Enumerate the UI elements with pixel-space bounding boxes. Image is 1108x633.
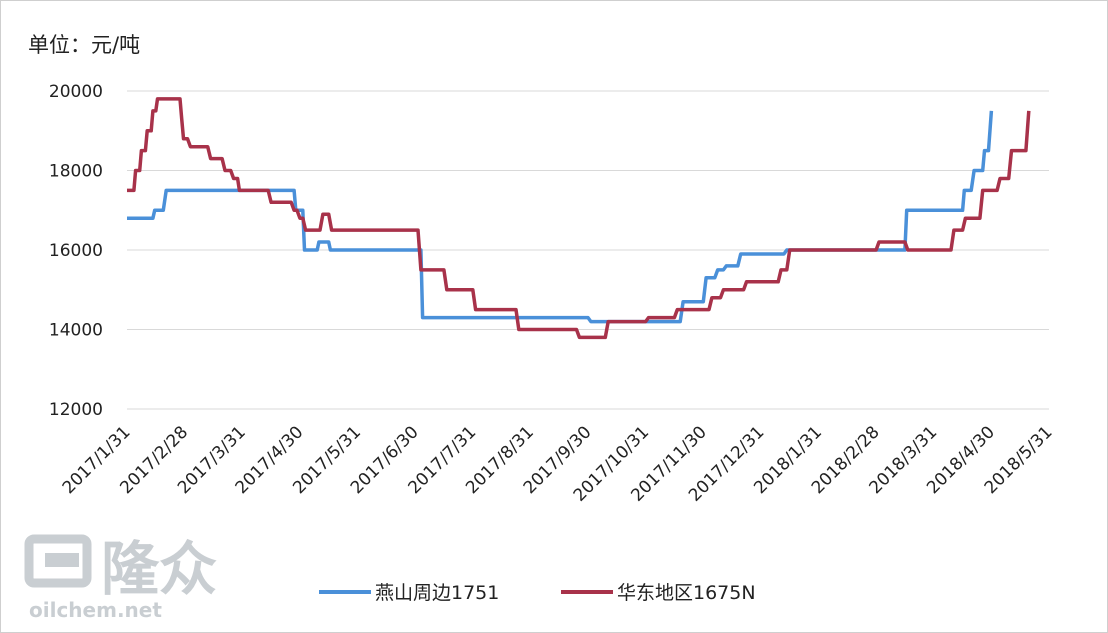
series-line-1 (127, 110, 994, 324)
grid-lines (127, 90, 1049, 410)
y-tick-label: 12000 (49, 400, 103, 420)
legend-label-1: 燕山周边1751 (375, 582, 499, 604)
series-line-2 (127, 97, 1031, 340)
series-lines (127, 97, 1031, 340)
watermark-logo-icon (24, 534, 92, 588)
watermark-site-text: oilchem.net (29, 598, 162, 622)
legend-label-2: 华东地区1675N (617, 582, 756, 604)
unit-label: 单位：元/吨 (28, 33, 141, 57)
watermark-logo-text: 隆众 (101, 535, 217, 603)
y-tick-label: 18000 (49, 162, 103, 182)
y-axis-ticks: 12000 14000 16000 18000 20000 (49, 82, 103, 420)
x-axis-ticks: 2017/1/312017/2/282017/3/312017/4/302017… (59, 422, 1057, 505)
watermark-logo-inner (45, 553, 79, 567)
legend: 燕山周边1751 华东地区1675N (319, 582, 756, 604)
y-tick-label: 14000 (49, 321, 103, 341)
y-tick-label: 20000 (49, 82, 103, 102)
y-tick-label: 16000 (49, 241, 103, 261)
